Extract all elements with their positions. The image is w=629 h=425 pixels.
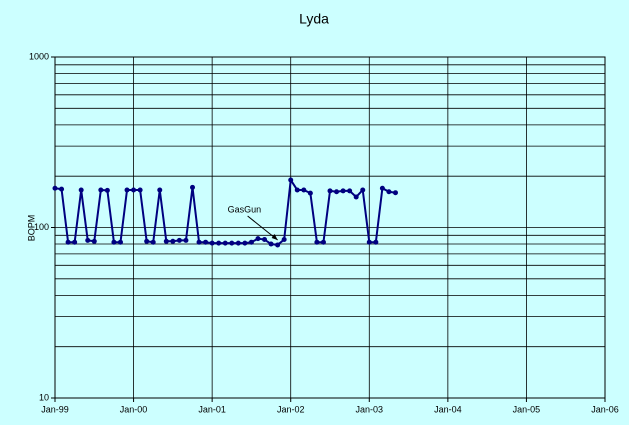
data-point: [353, 194, 359, 200]
data-point: [262, 237, 268, 243]
x-tick-label: Jan-04: [434, 404, 462, 414]
data-point: [150, 239, 156, 245]
data-point: [183, 237, 189, 243]
data-point: [294, 187, 300, 193]
data-point: [242, 240, 248, 246]
data-point: [392, 190, 398, 196]
data-point: [52, 185, 58, 191]
data-point: [59, 186, 65, 192]
data-point: [104, 187, 110, 193]
data-point: [340, 188, 346, 194]
y-tick-label: 1000: [29, 51, 49, 61]
data-point: [373, 239, 379, 245]
data-point: [137, 187, 143, 193]
data-point: [196, 239, 202, 245]
plot-frame: [54, 56, 606, 399]
data-point: [386, 189, 392, 195]
data-point: [170, 238, 176, 244]
data-point: [229, 240, 235, 246]
data-point: [360, 187, 366, 193]
data-point: [78, 187, 84, 193]
data-point: [98, 187, 104, 193]
x-tick-label: Jan-03: [356, 404, 384, 414]
data-point: [131, 187, 137, 193]
annotation-arrow: [247, 215, 278, 241]
y-axis-label: BOPM: [26, 215, 36, 242]
data-point: [117, 239, 123, 245]
y-tick-label: 100: [34, 222, 49, 232]
data-point: [176, 237, 182, 243]
data-point: [124, 187, 130, 193]
data-point: [314, 239, 320, 245]
data-point: [366, 239, 372, 245]
data-point: [275, 242, 281, 248]
data-point: [281, 237, 287, 243]
data-point: [144, 238, 150, 244]
annotation: GasGun: [228, 204, 262, 214]
data-point: [65, 239, 71, 245]
data-point: [248, 239, 254, 245]
data-point: [255, 236, 261, 242]
data-point: [347, 188, 353, 194]
x-tick-label: Jan-06: [591, 404, 619, 414]
data-point: [72, 239, 78, 245]
data-point: [85, 237, 91, 243]
x-tick-label: Jan-00: [120, 404, 148, 414]
data-point: [288, 177, 294, 183]
data-point: [190, 184, 195, 190]
y-tick-label: 10: [39, 392, 49, 402]
data-point: [379, 185, 385, 191]
data-point: [111, 239, 117, 245]
x-tick-label: Jan-02: [277, 404, 305, 414]
data-point: [327, 188, 333, 194]
data-point: [209, 240, 215, 246]
x-tick-label: Jan-05: [513, 404, 541, 414]
data-point: [307, 190, 313, 196]
data-point: [235, 240, 241, 246]
data-point: [320, 239, 326, 245]
data-point: [268, 241, 274, 247]
data-point: [334, 189, 340, 195]
x-tick-label: Jan-99: [41, 404, 69, 414]
data-point: [91, 238, 97, 244]
data-point: [163, 238, 169, 244]
data-point: [157, 187, 163, 193]
data-point: [203, 239, 209, 245]
data-point: [222, 240, 228, 246]
data-point: [301, 187, 307, 193]
x-tick-label: Jan-01: [198, 404, 226, 414]
chart-title: Lyda: [299, 11, 329, 27]
annotation-arrowhead: [271, 234, 278, 241]
data-point: [216, 240, 222, 246]
